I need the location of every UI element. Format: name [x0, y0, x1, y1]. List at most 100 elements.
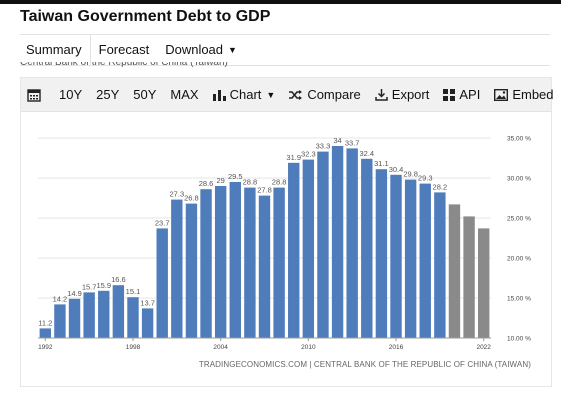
- bar: [200, 189, 212, 338]
- caret-down-icon: ▼: [228, 45, 237, 55]
- calendar-icon: [27, 88, 41, 102]
- api-button[interactable]: API: [443, 87, 480, 102]
- debt-to-gdp-chart: 11.2 14.214.915.7 15.916.615.1 13.7 23.7 27.3…: [38, 136, 531, 351]
- data-label: 29: [216, 176, 224, 185]
- data-label: 15.1: [126, 287, 141, 296]
- top-bar: [0, 0, 561, 4]
- bar: [54, 304, 66, 338]
- data-label: 15.9: [96, 281, 111, 290]
- shuffle-icon: [289, 89, 303, 100]
- export-label: Export: [391, 87, 430, 102]
- bar: [156, 228, 168, 338]
- tab-summary[interactable]: Summary: [20, 35, 91, 65]
- download-icon: [375, 89, 388, 101]
- bar: [214, 186, 227, 338]
- range-25y-button[interactable]: 25Y: [96, 87, 120, 102]
- data-label: 15.7: [82, 282, 97, 291]
- bar: [39, 328, 52, 338]
- bar: [346, 148, 358, 338]
- chart-panel: 10Y 25Y 50Y MAX Chart ▼ Compare Export: [20, 77, 554, 387]
- chart-type-label: Chart: [229, 87, 262, 102]
- y-tick-label: 25.00 %: [507, 216, 531, 223]
- data-label: 29.3: [418, 174, 433, 183]
- range-50y-button[interactable]: 50Y: [133, 87, 157, 102]
- bar: [361, 158, 373, 338]
- bar: [127, 297, 139, 338]
- bar: [229, 182, 241, 338]
- y-tick-label: 35.00 %: [507, 136, 531, 143]
- x-tick-label: 1992: [38, 344, 53, 351]
- bar: [83, 292, 95, 338]
- bar: [98, 290, 110, 338]
- data-label: 11.2: [38, 318, 52, 327]
- data-label: 28.8: [272, 178, 287, 187]
- x-tick-label: 2010: [301, 344, 316, 351]
- data-label: 31.1: [374, 159, 389, 168]
- data-label: 28.2: [433, 182, 448, 191]
- tab-download[interactable]: Download ▼: [157, 35, 245, 65]
- data-label: 27.8: [257, 186, 272, 195]
- embed-button[interactable]: Embed: [494, 87, 554, 102]
- x-tick-label: 2022: [476, 344, 491, 351]
- x-tick-label: 2004: [213, 344, 228, 351]
- bar: [331, 146, 344, 338]
- forecast-bar: [463, 216, 475, 338]
- bar: [375, 169, 388, 338]
- y-tick-label: 10.00 %: [507, 336, 531, 343]
- bar: [317, 151, 329, 338]
- api-label: API: [459, 87, 481, 102]
- data-label: 28.6: [199, 179, 214, 188]
- bar: [68, 298, 81, 338]
- compare-button[interactable]: Compare: [289, 87, 361, 102]
- clipped-subtitle: Central Bank of the Republic of China (T…: [20, 62, 228, 68]
- data-label: 29.5: [228, 172, 243, 181]
- data-label: 31.9: [286, 153, 301, 162]
- bar: [112, 285, 125, 338]
- data-label: 27.3: [170, 190, 185, 199]
- tab-forecast[interactable]: Forecast: [98, 42, 150, 57]
- source-credit: TRADINGECONOMICS.COM | CENTRAL BANK OF T…: [198, 360, 531, 369]
- bar: [244, 187, 256, 338]
- chart-toolbar: 10Y 25Y 50Y MAX Chart ▼ Compare Export: [21, 78, 554, 112]
- embed-label: Embed: [512, 87, 554, 102]
- forecast-bar: [448, 204, 461, 338]
- calendar-button[interactable]: [27, 88, 45, 102]
- range-max-button[interactable]: MAX: [170, 87, 199, 102]
- y-tick-label: 20.00 %: [507, 256, 531, 263]
- y-tick-label: 30.00 %: [507, 176, 531, 183]
- y-tick-label: 15.00 %: [507, 296, 531, 303]
- data-label: 33.3: [316, 142, 331, 151]
- data-label: 14.2: [53, 294, 68, 303]
- bar: [185, 203, 198, 338]
- data-label: 33.7: [345, 138, 360, 147]
- bar: [302, 159, 315, 338]
- caret-down-icon: ▼: [266, 89, 276, 100]
- page-title: Taiwan Government Debt to GDP: [20, 8, 271, 25]
- tab-download-label: Download: [165, 42, 224, 57]
- data-label: 13.7: [140, 298, 155, 307]
- forecast-bar: [477, 228, 490, 338]
- data-label: 32.3: [301, 150, 316, 159]
- grid-icon: [443, 88, 456, 101]
- compare-label: Compare: [307, 87, 361, 102]
- range-10y-button[interactable]: 10Y: [59, 87, 83, 102]
- bar: [171, 199, 183, 338]
- data-label: 23.7: [155, 218, 170, 227]
- export-button[interactable]: Export: [375, 87, 430, 102]
- data-label: 16.6: [111, 275, 126, 284]
- x-tick-label: 2016: [389, 344, 404, 351]
- bar: [390, 174, 402, 338]
- data-label: 30.4: [389, 165, 404, 174]
- bar: [288, 162, 300, 338]
- bar: [404, 179, 417, 338]
- chart-type-button[interactable]: Chart ▼: [212, 87, 276, 102]
- data-label: 29.8: [403, 170, 418, 179]
- data-label: 26.8: [184, 194, 199, 203]
- data-label: 32.4: [359, 149, 374, 158]
- data-label: 28.8: [243, 178, 258, 187]
- bar: [273, 187, 285, 338]
- x-tick-label: 1998: [126, 344, 141, 351]
- bar: [434, 192, 446, 338]
- data-label: 34: [333, 136, 341, 145]
- bar: [141, 308, 154, 338]
